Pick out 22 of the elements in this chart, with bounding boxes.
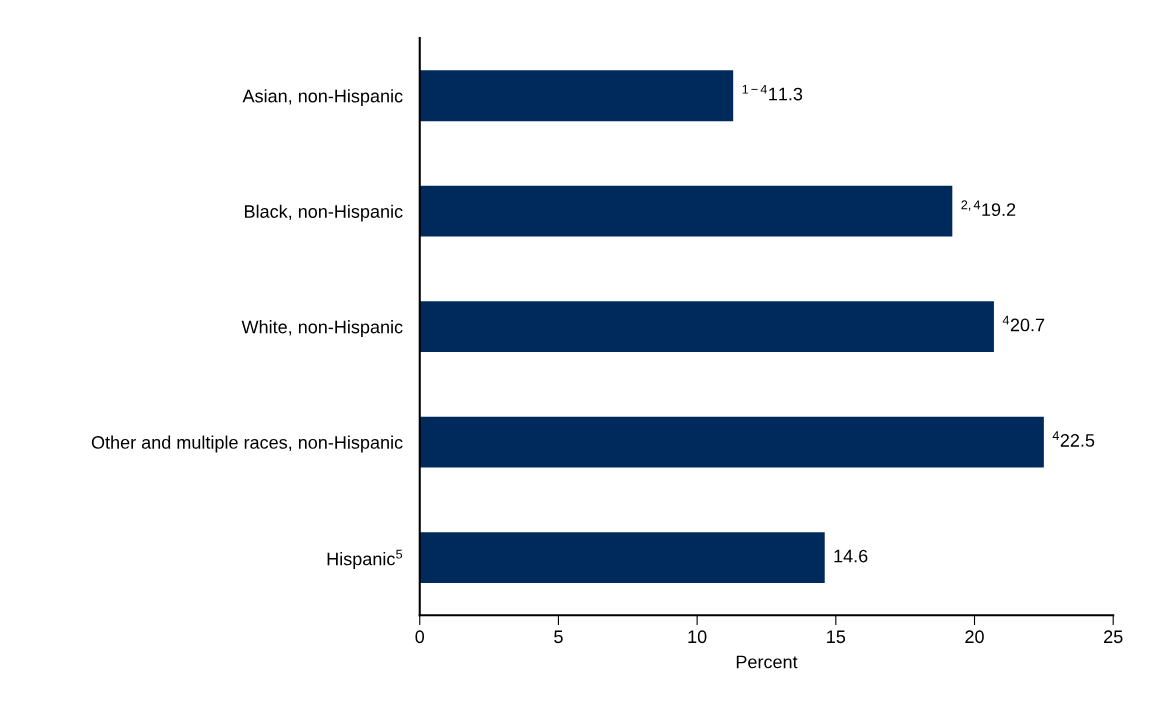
x-tick-label: 10 [688, 630, 707, 644]
bar [419, 185, 953, 237]
bar [419, 416, 1044, 468]
x-tick-label: 20 [965, 630, 984, 644]
data-label: $^{1−4}$11.3 [742, 84, 803, 101]
x-tick-label: 15 [827, 630, 846, 644]
x-tick-label: 5 [554, 630, 563, 644]
data-label: $^{4}$22.5 [1052, 431, 1095, 447]
x-axis-title: Percent [736, 655, 798, 669]
y-tick-label: Hispanic$^{5}$ [327, 549, 403, 569]
bar [419, 532, 825, 583]
x-tick-label: 0 [415, 630, 425, 644]
y-tick-label: Black, non-Hispanic [245, 204, 403, 222]
y-tick-label: Other and multiple races, non-Hispanic [91, 435, 403, 453]
data-label: $^{4}$20.7 [1002, 315, 1045, 332]
data-label: 14.6 [834, 549, 868, 563]
bar [419, 301, 994, 353]
data-label: $^{2,4}$19.2 [961, 200, 1016, 217]
bar [419, 70, 734, 122]
y-tick-label: White, non-Hispanic [241, 320, 403, 337]
x-tick-label: 25 [1104, 630, 1123, 644]
y-tick-label: Asian, non-Hispanic [242, 89, 403, 107]
